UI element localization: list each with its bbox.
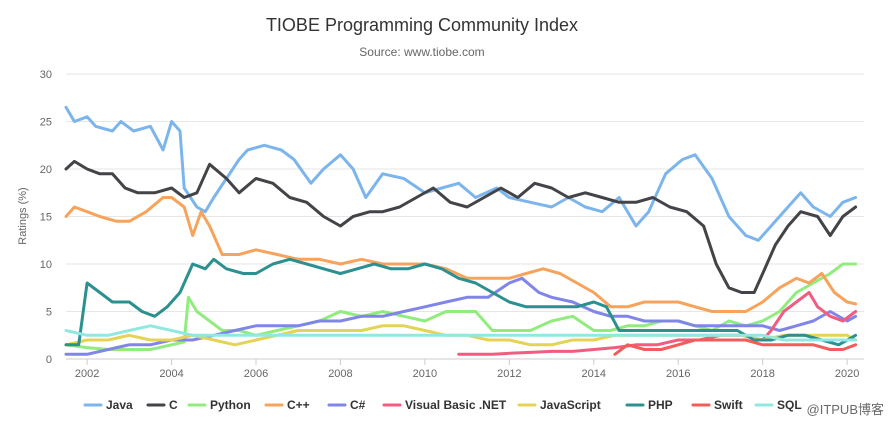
series-line-python bbox=[64, 262, 858, 351]
chart-subtitle: Source: www.tiobe.com bbox=[359, 45, 484, 59]
legend-item[interactable]: PHP bbox=[625, 398, 673, 412]
x-tick-label: 2008 bbox=[328, 368, 352, 380]
y-tick-label: 30 bbox=[40, 69, 52, 81]
x-tick-label: 2012 bbox=[497, 368, 521, 380]
axes: 0 5 10 15 20 25 30 2002 2004 2006 2008 2010 2012 2014… bbox=[40, 69, 860, 380]
legend-label: Swift bbox=[714, 398, 743, 412]
x-tick-label: 2004 bbox=[159, 368, 183, 380]
chart-title: TIOBE Programming Community Index bbox=[266, 15, 578, 35]
series-line-c bbox=[64, 196, 858, 313]
x-tick-label: 2018 bbox=[750, 368, 774, 380]
series-line-sql bbox=[64, 324, 858, 342]
x-tick-label: 2014 bbox=[582, 368, 606, 380]
legend-label: Visual Basic .NET bbox=[405, 398, 507, 412]
legend[interactable]: Java C Python C++ C# Visual Basic .NET JavaScr… bbox=[83, 398, 802, 412]
legend-label: C# bbox=[350, 398, 366, 412]
series-line-java bbox=[64, 105, 858, 242]
x-tick-label: 2006 bbox=[244, 368, 268, 380]
legend-item[interactable]: Java bbox=[83, 398, 133, 412]
y-tick-label: 25 bbox=[40, 117, 52, 129]
series-lines bbox=[64, 105, 858, 356]
y-tick-label: 10 bbox=[40, 259, 52, 271]
series-line-php bbox=[64, 257, 858, 347]
watermark: @ITPUB博客 bbox=[807, 402, 884, 417]
x-tick-label: 2016 bbox=[666, 368, 690, 380]
legend-item[interactable]: Visual Basic .NET bbox=[382, 398, 507, 412]
legend-label: Python bbox=[210, 398, 251, 412]
legend-item[interactable]: C# bbox=[327, 398, 366, 412]
y-tick-label: 20 bbox=[40, 164, 52, 176]
legend-item[interactable]: C++ bbox=[264, 398, 310, 412]
y-tick-label: 0 bbox=[46, 354, 52, 366]
y-tick-label: 5 bbox=[46, 307, 52, 319]
series-line-visual-basic-net bbox=[457, 291, 858, 356]
x-tick-label: 2020 bbox=[835, 368, 859, 380]
legend-item[interactable]: C bbox=[146, 398, 178, 412]
series-line-c bbox=[64, 159, 858, 294]
legend-item[interactable]: JavaScript bbox=[517, 398, 601, 412]
legend-item[interactable]: Python bbox=[187, 398, 251, 412]
legend-label: PHP bbox=[648, 398, 673, 412]
x-tick-label: 2010 bbox=[413, 368, 437, 380]
series-line-swift bbox=[613, 338, 858, 356]
legend-label: JavaScript bbox=[540, 398, 601, 412]
y-axis-title: Ratings (%) bbox=[17, 187, 29, 244]
legend-label: SQL bbox=[777, 398, 802, 412]
x-tick-label: 2002 bbox=[75, 368, 99, 380]
legend-label: C++ bbox=[287, 398, 310, 412]
legend-label: C bbox=[169, 398, 178, 412]
y-tick-label: 15 bbox=[40, 212, 52, 224]
legend-label: Java bbox=[106, 398, 133, 412]
legend-item[interactable]: Swift bbox=[691, 398, 743, 412]
legend-item[interactable]: SQL bbox=[754, 398, 802, 412]
